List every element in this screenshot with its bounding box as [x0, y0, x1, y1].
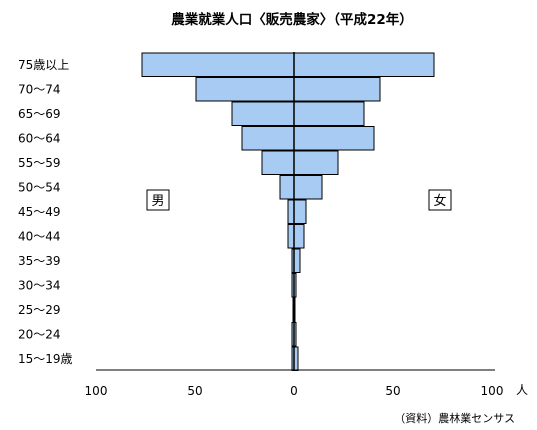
age-label: 25～29: [18, 303, 61, 317]
age-label: 50～54: [18, 180, 61, 194]
unit-label: 人: [516, 383, 528, 397]
female-bar: [293, 199, 307, 224]
female-bar: [293, 175, 323, 200]
x-tick-label: 50: [385, 384, 400, 398]
age-label: 45～49: [18, 205, 61, 219]
x-tick-label: 100: [481, 384, 504, 398]
male-bar: [287, 199, 295, 224]
chart-title: 農業就業人口〈販売農家〉（平成22年）: [171, 11, 413, 28]
male-bar: [241, 126, 295, 151]
female-bar: [293, 150, 339, 175]
bars-group: [141, 52, 435, 371]
legend-male: 男: [146, 189, 170, 211]
male-bar: [231, 101, 295, 126]
age-label: 20～24: [18, 327, 61, 341]
x-tick-label: 100: [85, 384, 108, 398]
female-bar: [293, 224, 305, 249]
male-bar: [279, 175, 295, 200]
legend-female-label: 女: [433, 193, 446, 209]
x-tick-label: 0: [290, 384, 298, 398]
male-bar: [141, 52, 295, 77]
x-tick-label: 50: [187, 384, 202, 398]
legend-male-box: [146, 189, 170, 211]
age-label: 55～59: [18, 156, 61, 170]
age-label: 30～34: [18, 278, 61, 292]
age-label: 75歳以上: [18, 58, 69, 72]
age-label: 15～19歳: [18, 352, 73, 366]
age-label: 40～44: [18, 229, 61, 243]
female-bar: [293, 101, 365, 126]
legend-female: 女: [428, 189, 452, 211]
source-note: （資料）農林業センサス: [394, 411, 515, 425]
age-label: 70～74: [18, 82, 61, 96]
legend-male-label: 男: [151, 194, 164, 209]
male-bar: [195, 77, 295, 102]
legend-female-box: [428, 189, 452, 211]
female-bar: [293, 126, 375, 151]
male-bar: [261, 150, 295, 175]
male-bar: [287, 224, 295, 249]
age-labels-group: 75歳以上 70～74 65～69 60～64 55～59 50～54 45～49 40～44…: [18, 58, 73, 366]
female-bar: [293, 52, 435, 77]
age-label: 65～69: [18, 107, 61, 121]
age-label: 35～39: [18, 254, 61, 268]
female-bar: [293, 248, 301, 273]
age-label: 60～64: [18, 131, 61, 145]
x-ticks-group: 100 50 0 50 100: [85, 384, 504, 398]
female-bar: [293, 77, 381, 102]
